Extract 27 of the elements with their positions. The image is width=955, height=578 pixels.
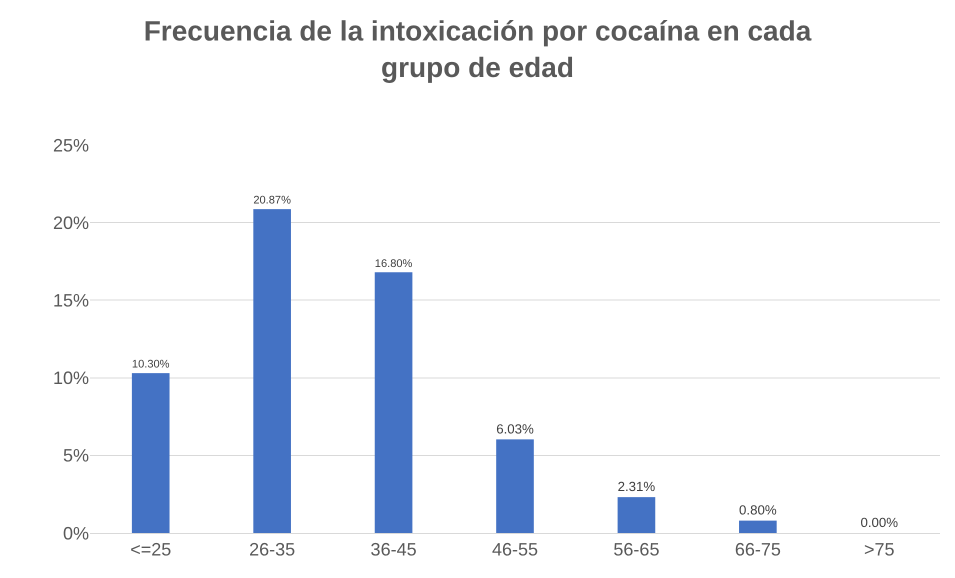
bar bbox=[496, 439, 534, 533]
y-tick-label: 20% bbox=[52, 212, 89, 233]
y-tick-label: 25% bbox=[52, 135, 89, 156]
bar bbox=[374, 272, 412, 533]
data-label: 6.03% bbox=[496, 421, 534, 436]
chart-title: Frecuencia de la intoxicación por cocaína en cada grupo de edad bbox=[144, 15, 812, 83]
y-tick-label: 15% bbox=[52, 290, 89, 310]
bar bbox=[253, 209, 291, 533]
data-label: 0.80% bbox=[739, 502, 777, 518]
bar bbox=[618, 497, 656, 533]
y-tick-label: 0% bbox=[62, 523, 89, 544]
data-label: 16.80% bbox=[374, 258, 413, 270]
bar bbox=[739, 520, 777, 533]
x-tick-label: 26-35 bbox=[249, 540, 296, 560]
y-tick-label: 5% bbox=[62, 446, 89, 466]
data-label: 10.30% bbox=[132, 358, 170, 371]
data-label: 20.87% bbox=[253, 194, 292, 207]
x-tick-label: 56-65 bbox=[613, 540, 660, 560]
data-label: 2.31% bbox=[618, 479, 656, 494]
x-tick-label: 36-45 bbox=[370, 540, 417, 560]
data-label: 0.00% bbox=[860, 515, 898, 530]
y-tick-label: 10% bbox=[52, 368, 89, 388]
x-tick-label: >75 bbox=[864, 540, 895, 560]
x-tick-label: <=25 bbox=[130, 540, 172, 560]
x-tick-label: 66-75 bbox=[734, 540, 781, 560]
x-tick-label: 46-55 bbox=[492, 540, 538, 560]
bar bbox=[132, 373, 170, 533]
